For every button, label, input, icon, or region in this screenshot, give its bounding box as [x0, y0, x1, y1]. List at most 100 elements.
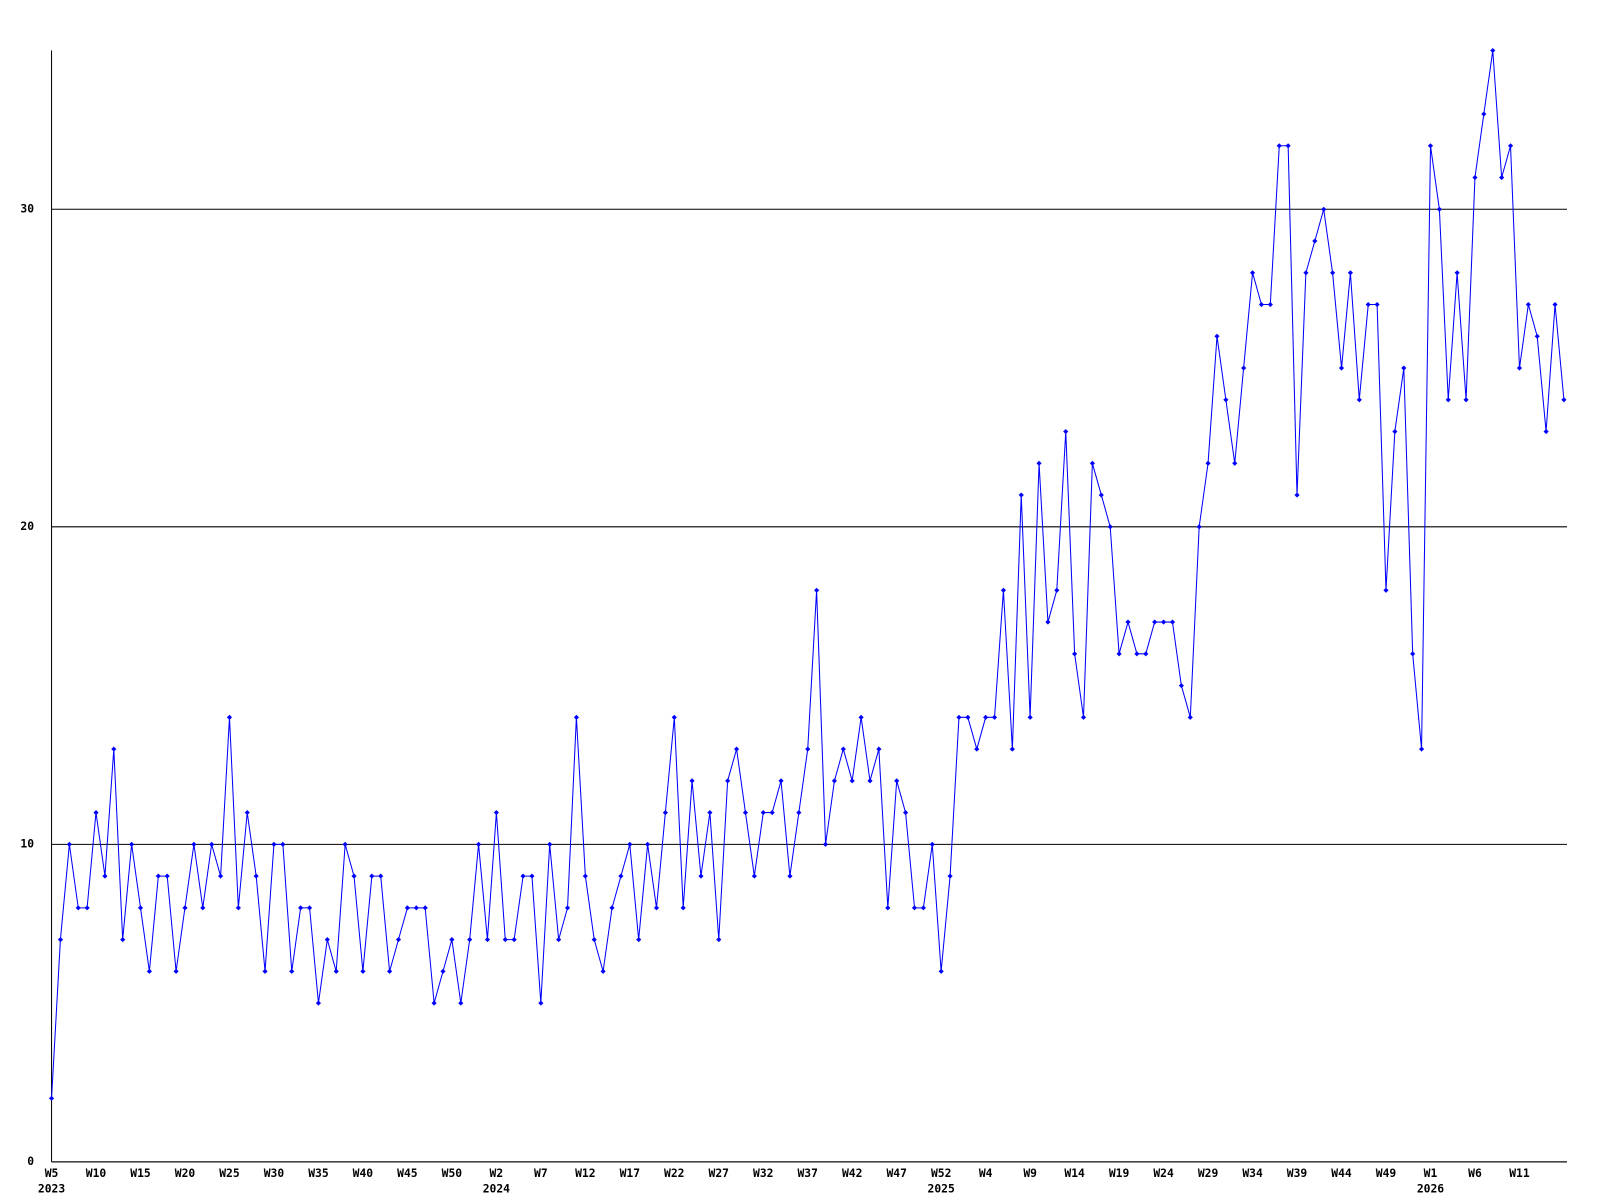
point-marker [1134, 651, 1140, 657]
point-marker [1365, 301, 1371, 308]
point-marker [511, 937, 517, 943]
point-marker [1205, 460, 1211, 466]
point-marker [1285, 143, 1291, 149]
point-marker [1303, 270, 1309, 276]
x-tick-label: W27 [709, 1166, 729, 1180]
x-tick-label: W14 [1064, 1166, 1085, 1180]
point-marker [849, 778, 855, 784]
series-line [51, 50, 1565, 1099]
point-marker [48, 1095, 55, 1101]
point-marker [440, 968, 446, 974]
point-marker [556, 937, 562, 943]
x-tick-label: W9 [1023, 1166, 1037, 1180]
x-year-label: 2026 [1417, 1182, 1444, 1196]
point-marker [742, 810, 749, 816]
point-marker [1294, 492, 1300, 498]
point-marker [1187, 714, 1193, 720]
x-tick-label: W42 [842, 1166, 862, 1180]
point-marker [725, 778, 731, 784]
point-marker [1472, 174, 1478, 181]
point-marker [1223, 397, 1229, 403]
point-marker [1499, 174, 1505, 181]
point-marker [911, 905, 918, 911]
point-marker [1507, 143, 1514, 149]
point-marker [1561, 397, 1567, 403]
point-marker [920, 905, 926, 911]
point-marker [653, 905, 660, 911]
point-marker [351, 873, 357, 879]
point-marker [520, 873, 526, 879]
point-marker [200, 905, 206, 911]
point-marker [885, 905, 891, 911]
x-tick-label: W49 [1376, 1166, 1397, 1180]
x-tick-label: W40 [353, 1166, 374, 1180]
x-tick-label: W37 [797, 1166, 817, 1180]
point-marker [1267, 301, 1273, 308]
point-marker [458, 1000, 464, 1006]
point-marker [1347, 270, 1353, 276]
point-marker [769, 810, 775, 816]
point-marker [840, 746, 846, 752]
point-marker [956, 714, 962, 720]
point-marker [1045, 619, 1051, 625]
point-marker [1169, 619, 1176, 625]
point-marker [1232, 460, 1238, 466]
point-marker [1463, 397, 1469, 403]
point-marker [146, 968, 152, 974]
point-marker [894, 778, 900, 784]
point-marker [538, 1000, 544, 1006]
point-marker [1258, 301, 1265, 308]
point-marker [938, 968, 944, 974]
y-tick-label: 10 [20, 836, 34, 850]
x-tick-label: W34 [1242, 1166, 1263, 1180]
point-marker [262, 968, 268, 974]
point-marker [876, 746, 882, 752]
point-marker [1410, 651, 1416, 657]
x-tick-label: W6 [1468, 1166, 1482, 1180]
point-marker [867, 778, 873, 784]
point-marker [155, 873, 161, 879]
point-marker [244, 810, 250, 816]
point-marker [1161, 619, 1167, 625]
y-tick-label: 20 [20, 519, 34, 533]
x-tick-label: W44 [1331, 1166, 1352, 1180]
point-marker [778, 778, 784, 784]
point-marker [903, 810, 909, 816]
point-marker [636, 937, 642, 943]
x-year-label: 2025 [928, 1182, 955, 1196]
point-marker [1116, 651, 1122, 657]
x-tick-label: W10 [86, 1166, 107, 1180]
point-marker [298, 905, 304, 911]
point-marker [404, 905, 410, 911]
point-marker [502, 937, 508, 943]
point-marker [1249, 270, 1256, 276]
point-marker [1552, 301, 1558, 308]
point-marker [217, 873, 224, 879]
x-year-label: 2023 [38, 1182, 65, 1196]
point-marker [947, 873, 953, 879]
point-marker [1036, 460, 1042, 466]
point-marker [1098, 492, 1104, 498]
point-marker [449, 937, 455, 943]
point-marker [342, 841, 348, 847]
point-marker [1276, 143, 1282, 149]
x-tick-label: W12 [575, 1166, 595, 1180]
point-marker [111, 746, 117, 752]
point-marker [253, 873, 259, 879]
point-marker [974, 746, 980, 752]
point-marker [333, 968, 339, 974]
point-marker [467, 937, 473, 943]
point-marker [1525, 301, 1531, 308]
point-marker [493, 810, 499, 816]
x-tick-label: W5 [45, 1166, 59, 1180]
x-tick-label: W52 [931, 1166, 951, 1180]
point-marker [1107, 524, 1113, 530]
point-marker [618, 873, 624, 879]
point-marker [547, 841, 553, 847]
point-marker [387, 968, 393, 974]
point-marker [395, 937, 402, 943]
x-tick-label: W47 [886, 1166, 906, 1180]
point-marker [1080, 714, 1087, 720]
